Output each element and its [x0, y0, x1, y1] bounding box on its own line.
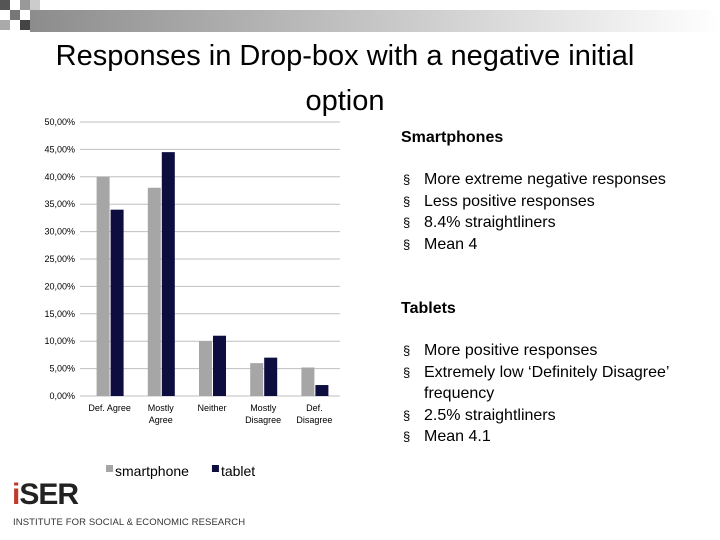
- bar: [213, 335, 226, 396]
- bar: [161, 152, 175, 396]
- bar: [110, 209, 124, 396]
- legend-swatch: [211, 465, 219, 472]
- y-tick-label: 45,00%: [44, 144, 75, 154]
- x-tick-label: Neither: [197, 403, 226, 413]
- bar: [264, 357, 278, 396]
- bar: [96, 176, 110, 396]
- bullet: Mean 4.1: [401, 426, 701, 448]
- logo-text: INSTITUTE FOR SOCIAL & ECONOMIC RESEARCH: [13, 517, 246, 528]
- section: Smartphones More extreme negative respon…: [401, 129, 711, 255]
- y-tick-label: 40,00%: [44, 172, 75, 182]
- slide-title: Responses in Drop-box with a negative in…: [55, 40, 635, 117]
- bullet: 2.5% straightliners: [401, 405, 701, 427]
- corner-squares: [0, 0, 40, 30]
- legend-swatch: [106, 465, 113, 472]
- section-heading: Tablets: [401, 300, 456, 317]
- bullet: Extremely low ‘Definitely Disagree’ freq…: [401, 362, 701, 405]
- bullet-list: More extreme negative responses Less pos…: [401, 169, 701, 255]
- y-tick-label: 15,00%: [44, 309, 75, 319]
- y-tick-label: 30,00%: [44, 227, 75, 237]
- bullet: 8.4% straightliners: [401, 212, 701, 234]
- bar: [250, 363, 264, 396]
- y-tick-label: 35,00%: [44, 199, 75, 209]
- y-tick-label: 50,00%: [44, 117, 75, 127]
- bullet: More extreme negative responses: [401, 169, 701, 191]
- section-heading: Smartphones: [401, 129, 504, 146]
- x-tick-label: Mostly Disagree: [245, 403, 281, 425]
- x-tick-label: Def. Disagree: [296, 403, 332, 425]
- y-tick-label: 25,00%: [44, 254, 75, 264]
- bullet: Less positive responses: [401, 191, 701, 213]
- bullet: Mean 4: [401, 234, 701, 256]
- legend-label: tablet: [221, 463, 255, 479]
- y-tick-label: 0,00%: [49, 391, 75, 401]
- bullet-list: More positive responses Extremely low ‘D…: [401, 340, 701, 448]
- y-tick-label: 20,00%: [44, 281, 75, 291]
- bar: [301, 367, 315, 396]
- y-tick-label: 5,00%: [49, 364, 75, 374]
- bar: [315, 385, 329, 396]
- bar: [199, 341, 212, 396]
- y-tick-label: 10,00%: [44, 336, 75, 346]
- x-tick-label: Def. Agree: [88, 403, 131, 413]
- logo-name: iSER: [12, 478, 79, 511]
- x-tick-label: Mostly Agree: [148, 403, 175, 425]
- legend-label: smartphone: [115, 463, 189, 479]
- section: Tablets More positive responses Extremel…: [401, 300, 711, 448]
- header-bar: [30, 10, 720, 32]
- bullet: More positive responses: [401, 340, 701, 362]
- bar: [147, 187, 161, 396]
